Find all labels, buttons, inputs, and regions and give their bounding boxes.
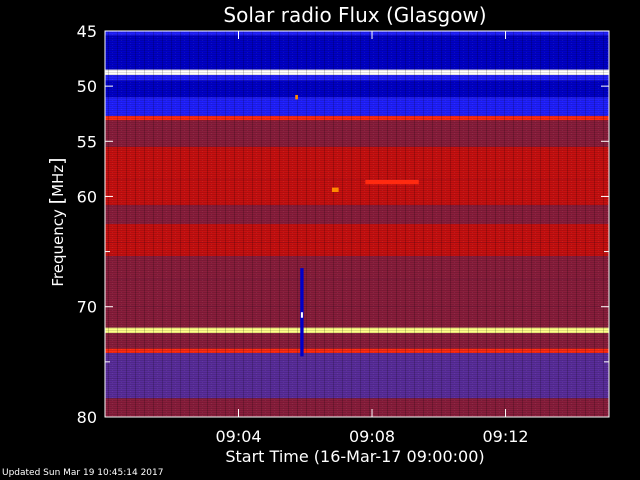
x-tick-label: 09:04 <box>215 427 261 446</box>
y-tick-label: 45 <box>77 22 97 41</box>
y-tick-label: 70 <box>77 298 97 317</box>
y-axis-unit-bracket-open: [ <box>46 197 68 204</box>
y-tick-label: 55 <box>77 132 97 151</box>
band-texture-vertical <box>105 31 609 417</box>
y-tick-label: 80 <box>77 408 97 427</box>
burst-event <box>300 312 303 318</box>
y-tick-label: 60 <box>77 187 97 206</box>
burst-event <box>295 94 298 100</box>
burst-event <box>331 187 339 193</box>
x-tick-label: 09:08 <box>349 427 395 446</box>
svg-text:Frequency [MHz]: Frequency [MHz] <box>46 157 68 286</box>
y-axis-unit-bracket-close: ] <box>46 157 68 164</box>
chart-axes: 45 50 55 60 70 80 09:04 09:08 09:12 <box>77 22 610 446</box>
y-axis-label: Frequency [MHz] <box>46 157 68 286</box>
chart-title: Solar radio Flux (Glasgow) <box>223 3 486 27</box>
x-tick-label: 09:12 <box>482 427 528 446</box>
y-axis-unit: MHz <box>49 165 67 197</box>
updated-timestamp: Updated Sun Mar 19 10:45:14 2017 <box>2 468 164 478</box>
spectrogram-plot-area <box>105 31 609 417</box>
burst-event <box>365 179 419 185</box>
y-tick-label: 50 <box>77 77 97 96</box>
y-axis-label-prefix: Frequency <box>49 204 67 286</box>
plot-frame <box>104 30 610 418</box>
x-axis-label: Start Time (16-Mar-17 09:00:00) <box>225 447 484 466</box>
